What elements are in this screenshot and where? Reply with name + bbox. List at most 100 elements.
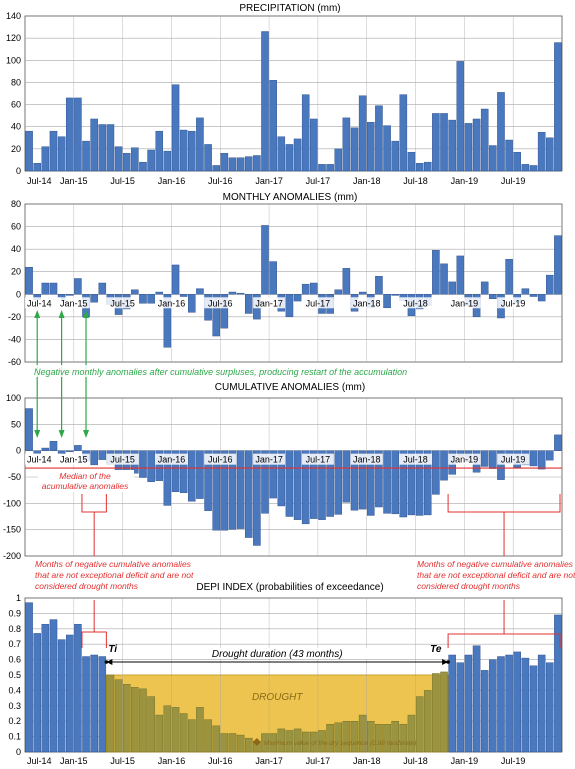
bar xyxy=(489,145,497,172)
x-tick-label: Jul-19 xyxy=(501,176,526,186)
bar xyxy=(269,450,277,499)
bar xyxy=(244,737,253,753)
bar xyxy=(147,450,155,482)
bar xyxy=(423,161,432,172)
bar xyxy=(546,450,554,461)
bar xyxy=(391,721,399,753)
red-annotation-left: Months of negative cumulative anomalies xyxy=(35,559,192,569)
bar xyxy=(163,705,172,753)
bar xyxy=(171,450,180,492)
bar xyxy=(554,614,562,753)
y-tick-label: 120 xyxy=(6,33,21,43)
bar xyxy=(220,294,229,329)
bar xyxy=(74,445,82,451)
y-tick-label: 0 xyxy=(16,747,21,757)
bar xyxy=(554,235,562,295)
bar xyxy=(301,450,310,525)
bar xyxy=(342,268,351,295)
green-arrowhead xyxy=(58,430,65,438)
x-tick-label: Jul-17 xyxy=(306,298,331,308)
x-tick-label-bg xyxy=(204,297,237,309)
bar xyxy=(415,450,424,516)
bar xyxy=(65,97,74,172)
bar xyxy=(448,281,456,295)
bar xyxy=(464,123,473,172)
y-tick-label: 0.6 xyxy=(8,655,21,665)
x-tick-label-bg xyxy=(448,453,481,465)
bar xyxy=(367,721,375,753)
bar xyxy=(310,118,318,172)
bar xyxy=(188,719,196,753)
red-bracket xyxy=(447,633,561,648)
bar xyxy=(155,130,164,172)
x-tick-label-bg xyxy=(253,297,286,309)
bar xyxy=(33,633,41,753)
bar xyxy=(440,113,448,172)
bar xyxy=(236,292,245,295)
bar xyxy=(49,440,58,451)
x-tick-label: Jan-16 xyxy=(158,176,186,186)
bar xyxy=(358,714,367,753)
bar xyxy=(293,728,302,753)
bar xyxy=(334,450,343,515)
bar xyxy=(163,294,172,348)
bar xyxy=(301,731,310,753)
red-bracket xyxy=(447,494,561,513)
green-arrowhead xyxy=(83,430,90,438)
green-arrowhead xyxy=(83,310,90,318)
bar xyxy=(57,639,66,753)
bar xyxy=(334,148,343,172)
bar xyxy=(65,294,74,296)
bar xyxy=(326,724,334,753)
y-tick-label: 20 xyxy=(11,144,21,154)
bar xyxy=(171,707,180,753)
bar xyxy=(228,733,237,753)
bar xyxy=(163,450,172,506)
x-tick-label: Jul-18 xyxy=(403,455,428,465)
bar xyxy=(521,657,530,753)
bar xyxy=(432,250,440,295)
bar xyxy=(554,434,562,451)
bar xyxy=(236,450,245,529)
red-annotation-right: Months of negative cumulative anomalies xyxy=(417,559,574,569)
bar xyxy=(196,707,204,753)
bar xyxy=(228,450,237,530)
bar xyxy=(301,283,310,295)
max-value-marker xyxy=(252,738,261,746)
bar xyxy=(114,679,123,753)
bar xyxy=(188,450,196,502)
bar xyxy=(423,690,432,753)
median-annotation: acumulative anomalies xyxy=(42,481,129,491)
x-tick-label: Jul-19 xyxy=(501,455,526,465)
bar xyxy=(171,264,180,295)
bar xyxy=(106,674,115,753)
bar xyxy=(472,645,481,753)
bar xyxy=(505,654,513,753)
x-tick-label-bg xyxy=(301,453,334,465)
bar xyxy=(269,261,277,295)
depi-title: DEPI INDEX (probabilities of exceedance) xyxy=(196,582,383,593)
bar xyxy=(334,722,343,753)
bar xyxy=(114,146,123,172)
x-tick-label: Jan-17 xyxy=(255,756,283,766)
bar xyxy=(106,124,115,172)
bar xyxy=(342,450,351,503)
x-tick-label-bg xyxy=(399,297,432,309)
x-tick-label-bg xyxy=(497,453,530,465)
annotation-bg xyxy=(30,365,402,377)
bar xyxy=(350,721,359,753)
x-tick-label-bg xyxy=(57,453,90,465)
duration-arrowhead xyxy=(106,659,113,665)
annotation-bg xyxy=(38,470,134,492)
bar xyxy=(546,137,554,172)
bar xyxy=(293,138,302,172)
x-tick-label: Jan-17 xyxy=(255,455,283,465)
bar xyxy=(505,259,513,295)
x-tick-label-bg xyxy=(204,453,237,465)
y-tick-label: -50 xyxy=(8,472,21,482)
bar xyxy=(326,164,334,172)
bar xyxy=(399,94,408,172)
x-tick-label: Jan-15 xyxy=(60,298,88,308)
x-tick-label: Jan-15 xyxy=(60,455,88,465)
